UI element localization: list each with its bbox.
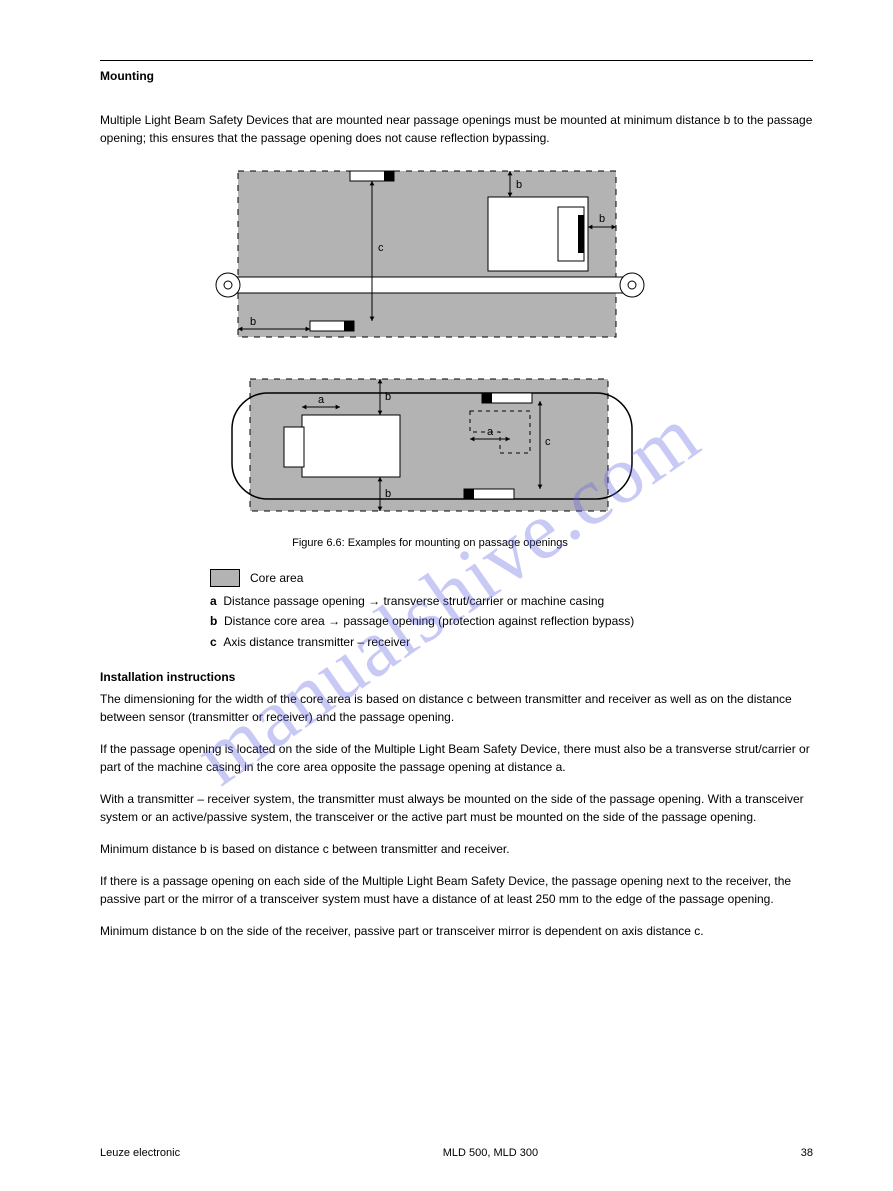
install-para-2: With a transmitter – receiver system, th… (100, 790, 813, 826)
figure-1-container: b b c b (210, 161, 650, 351)
svg-text:a: a (487, 426, 494, 438)
section-header: Mounting (100, 69, 813, 83)
install-para-3: Minimum distance b is based on distance … (100, 840, 813, 858)
svg-text:c: c (545, 436, 551, 448)
install-para-5: Minimum distance b on the side of the re… (100, 922, 813, 940)
install-para-1: If the passage opening is located on the… (100, 740, 813, 776)
footer-manufacturer: Leuze electronic (100, 1147, 180, 1159)
legend-letters: a Distance passage opening → transverse … (210, 591, 813, 652)
svg-text:b: b (599, 213, 605, 225)
legend-row: Core area (210, 569, 813, 587)
svg-text:b: b (250, 316, 256, 328)
legend-b-desc: Distance core area → passage opening (pr… (224, 614, 634, 628)
intro-paragraph: Multiple Light Beam Safety Devices that … (100, 111, 813, 147)
legend-c-label: c (210, 635, 217, 649)
legend-swatch-label: Core area (250, 571, 303, 585)
install-para-0: The dimensioning for the width of the co… (100, 690, 813, 726)
install-para-4: If there is a passage opening on each si… (100, 872, 813, 908)
svg-text:a: a (318, 394, 325, 406)
install-header: Installation instructions (100, 670, 813, 684)
figure-2-svg: a a b b c (210, 371, 650, 531)
legend-swatch (210, 569, 240, 587)
legend-b-label: b (210, 614, 217, 628)
figure-1-svg: b b c b (210, 161, 650, 351)
legend-c-desc: Axis distance transmitter – receiver (223, 635, 410, 649)
legend-a-label: a (210, 594, 217, 608)
footer-doc-title: MLD 500, MLD 300 (443, 1147, 538, 1159)
figure-caption: Figure 6.6: Examples for mounting on pas… (210, 537, 650, 549)
svg-text:c: c (378, 242, 384, 254)
figure-2-container: a a b b c Figure 6.6: Examples for mounting … (210, 371, 650, 549)
legend-a-desc: Distance passage opening → transverse st… (223, 594, 604, 608)
svg-text:b: b (516, 179, 522, 191)
svg-text:b: b (385, 488, 391, 500)
svg-text:b: b (385, 391, 391, 403)
footer-page-number: 38 (801, 1147, 813, 1159)
footer: Leuze electronic MLD 500, MLD 300 38 (0, 1147, 893, 1159)
